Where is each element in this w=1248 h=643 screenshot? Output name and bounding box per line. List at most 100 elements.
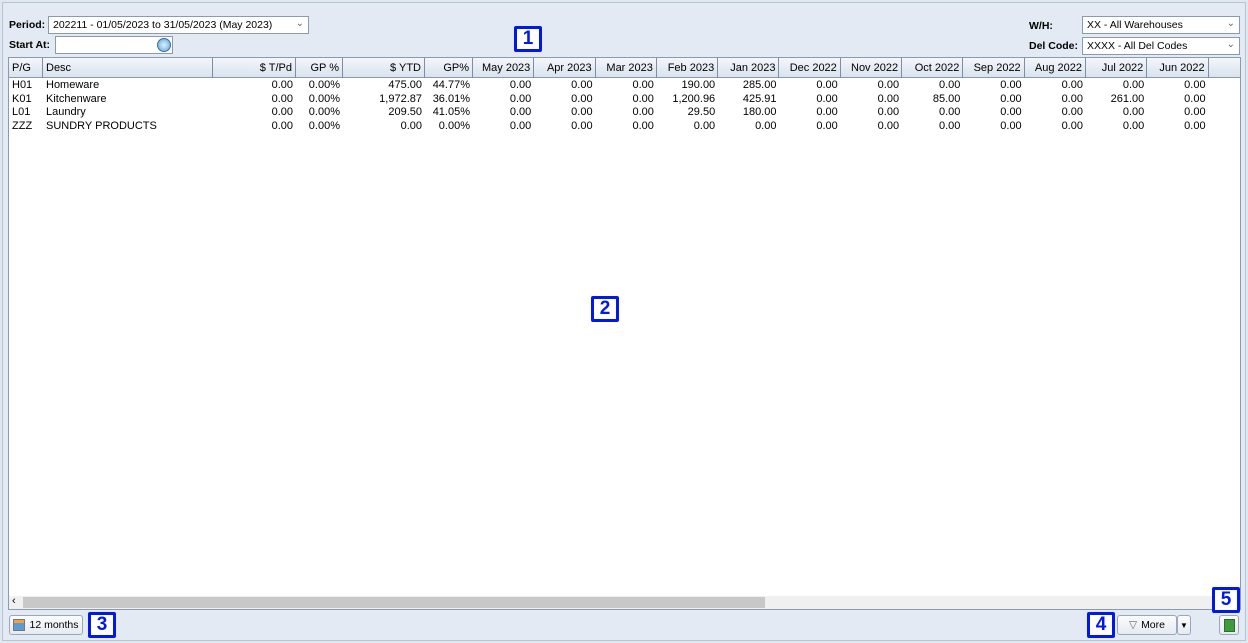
more-button[interactable]: ▽ More xyxy=(1117,615,1177,635)
table-cell: 0.00 xyxy=(571,106,593,118)
12-months-button[interactable]: 12 months xyxy=(9,615,83,635)
table-row[interactable]: K01 Kitchenware 0.00 0.00% 1,972.87 36.01% 0.0… xyxy=(9,92,1240,107)
export-excel-button[interactable] xyxy=(1219,615,1239,635)
table-row[interactable]: H01 Homeware 0.00 0.00% 475.00 44.77% 0.00 0.00… xyxy=(9,79,1240,93)
column-header[interactable]: $ YTD xyxy=(343,58,425,78)
column-header[interactable]: May 2023 xyxy=(473,58,535,78)
table-cell: 0.00% xyxy=(308,106,340,118)
table-cell: 0.00 xyxy=(938,119,961,132)
chevron-down-icon: ⌄ xyxy=(1226,39,1235,50)
table-cell: 0.00 xyxy=(1184,92,1206,105)
table-cell: 0.00 xyxy=(271,79,293,91)
table-cell: L01 xyxy=(12,106,31,118)
table-cell: 0.00 xyxy=(877,79,900,91)
chevron-down-icon: ⌄ xyxy=(1226,18,1235,29)
table-cell: 1,200.96 xyxy=(672,92,716,105)
table-cell: 0.00 xyxy=(271,106,293,118)
table-cell: 0.00 xyxy=(509,79,532,91)
table-row[interactable]: ZZZ SUNDRY PRODUCTS 0.00 0.00% 0.00 0.00% 0.00… xyxy=(9,119,1240,134)
table-cell: 0.00 xyxy=(1184,119,1206,132)
column-header[interactable]: Dec 2022 xyxy=(780,58,841,78)
column-header[interactable]: P/G xyxy=(9,58,43,78)
scrollbar-thumb[interactable] xyxy=(23,597,765,608)
table-cell: 0.00 xyxy=(1000,119,1022,132)
column-header[interactable]: Jul 2022 xyxy=(1086,58,1148,78)
column-header[interactable]: May xyxy=(1209,58,1240,78)
table-cell: 0.00 xyxy=(1061,106,1083,118)
table-cell: 0.00 xyxy=(632,92,654,105)
table-cell: 0.00 xyxy=(1122,119,1145,132)
table-cell: 0.00 xyxy=(509,119,532,132)
table-cell: 0.00% xyxy=(308,79,340,91)
table-cell: 0.00 xyxy=(877,92,900,105)
table-cell: Homeware xyxy=(46,79,100,91)
table-cell: 0.00 xyxy=(938,79,961,91)
table-cell: 261.00 xyxy=(1110,92,1145,105)
table-cell: 0.00 xyxy=(1000,92,1022,105)
table-cell: 0.00 xyxy=(1122,79,1145,91)
table-cell: 0.00 xyxy=(877,106,900,118)
period-select[interactable]: 202211 - 01/05/2023 to 31/05/2023 (May 2… xyxy=(48,16,309,34)
table-cell: 0.00 xyxy=(1061,119,1083,132)
table-cell: 0.00% xyxy=(438,119,470,132)
column-header[interactable]: $ T/Pd xyxy=(213,58,296,78)
column-header[interactable]: Feb 2023 xyxy=(657,58,719,78)
annotation-5: 5 xyxy=(1212,587,1240,613)
warehouse-select[interactable]: XX - All Warehouses ⌄ xyxy=(1082,16,1240,34)
start-at-input[interactable] xyxy=(55,36,173,54)
table-cell: 0.00 xyxy=(816,106,838,118)
product-group-table[interactable]: P/G Desc $ T/Pd GP % $ YTD GP% May 2023 Apr 202… xyxy=(8,57,1241,610)
table-cell: 0.00 xyxy=(632,79,654,91)
calendar-icon xyxy=(13,619,26,631)
horizontal-scrollbar[interactable]: ‹ xyxy=(9,595,1240,609)
more-label: More xyxy=(1141,619,1165,631)
column-header[interactable]: Jan 2023 xyxy=(718,58,780,78)
table-cell: 475.00 xyxy=(388,79,422,91)
column-header[interactable]: GP % xyxy=(296,58,343,78)
table-cell: 0.00 xyxy=(693,119,716,132)
table-cell: K01 xyxy=(12,92,32,105)
column-header[interactable]: Mar 2023 xyxy=(596,58,657,78)
table-cell: 0.00 xyxy=(1184,79,1206,91)
annotation-1: 1 xyxy=(514,26,542,52)
table-cell: 0.00 xyxy=(938,106,961,118)
filter-icon: ▽ xyxy=(1128,619,1138,631)
column-header[interactable]: Aug 2022 xyxy=(1025,58,1086,78)
table-cell: Laundry xyxy=(46,106,86,118)
table-cell: 44.77% xyxy=(432,79,470,91)
scroll-left-icon[interactable]: ‹ xyxy=(12,595,16,607)
table-cell: 1,972.87 xyxy=(379,92,422,105)
more-dropdown-button[interactable]: ▼ xyxy=(1177,615,1191,635)
table-cell: 190.00 xyxy=(681,79,716,91)
table-cell: 0.00 xyxy=(1122,106,1145,118)
wh-value: XX - All Warehouses xyxy=(1087,19,1183,31)
column-header[interactable]: GP% xyxy=(425,58,473,78)
caret-down-icon: ▼ xyxy=(1180,620,1188,630)
period-label: Period: xyxy=(9,19,46,31)
table-cell: 0.00 xyxy=(816,119,838,132)
table-cell: 0.00 xyxy=(571,79,593,91)
table-cell: 0.00 xyxy=(816,92,838,105)
delcode-label: Del Code: xyxy=(1029,40,1079,52)
column-header[interactable]: Oct 2022 xyxy=(902,58,964,78)
period-value: 202211 - 01/05/2023 to 31/05/2023 (May 2… xyxy=(53,19,273,31)
column-header[interactable]: Jun 2022 xyxy=(1147,58,1209,78)
table-row[interactable]: L01 Laundry 0.00 0.00% 209.50 41.05% 0.00 0.00 0… xyxy=(9,106,1240,120)
column-header[interactable]: Nov 2022 xyxy=(841,58,903,78)
table-cell: H01 xyxy=(12,79,33,91)
table-cell: 0.00 xyxy=(271,119,293,132)
table-cell: 0.00% xyxy=(308,92,340,105)
column-header[interactable]: Sep 2022 xyxy=(963,58,1025,78)
table-cell: SUNDRY PRODUCTS xyxy=(46,119,157,132)
chevron-down-icon: ⌄ xyxy=(295,18,304,29)
table-cell: 29.50 xyxy=(687,106,716,118)
delcode-select[interactable]: XXXX - All Del Codes ⌄ xyxy=(1082,37,1240,55)
magnifier-icon[interactable] xyxy=(157,38,171,52)
table-cell: 285.00 xyxy=(742,79,777,91)
table-cell: 0.00% xyxy=(308,119,340,132)
column-header[interactable]: Desc xyxy=(43,58,213,78)
table-cell: 180.00 xyxy=(742,106,777,118)
column-header[interactable]: Apr 2023 xyxy=(534,58,596,78)
table-cell: 0.00 xyxy=(632,106,654,118)
table-cell: 0.00 xyxy=(1184,106,1206,118)
